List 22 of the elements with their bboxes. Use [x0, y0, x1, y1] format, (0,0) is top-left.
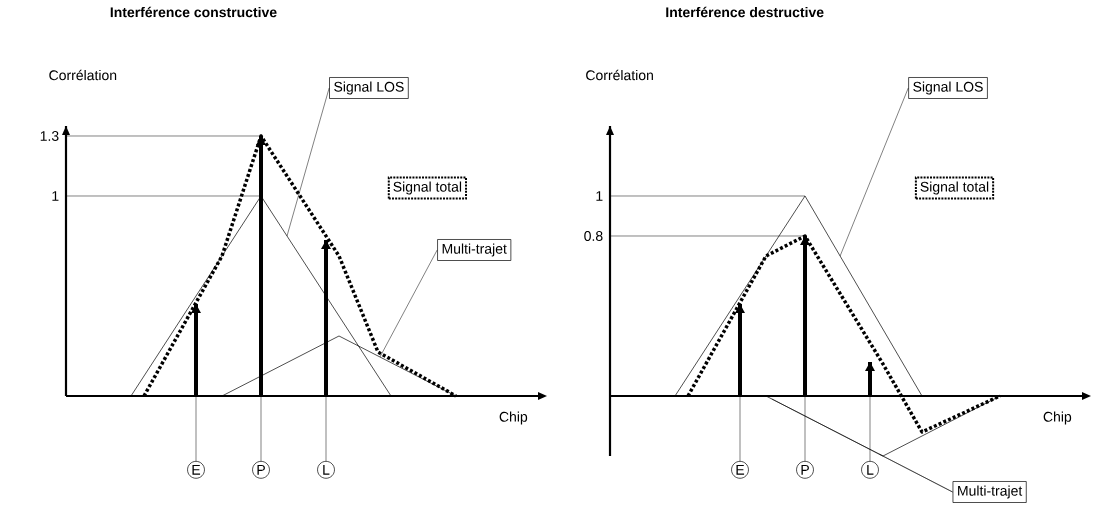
y-tick-label: 1.3 — [40, 131, 59, 141]
x-axis-title: Chip — [499, 411, 528, 425]
text: Multi-trajet — [958, 485, 1023, 499]
chart-title: Interférence constructive — [110, 6, 277, 18]
x-tick-label: L — [323, 465, 330, 475]
chart-title: Interférence destructive — [666, 6, 824, 18]
text: Signal total — [393, 181, 462, 195]
y-tick-label: 0.8 — [584, 231, 603, 241]
y-axis-title: Corrélation — [586, 69, 653, 81]
y-tick-label: 1 — [596, 191, 603, 201]
x-tick-label: E — [736, 465, 745, 475]
x-axis-title: Chip — [1043, 411, 1072, 425]
text: Multi-trajet — [442, 243, 507, 257]
y-axis-title: Corrélation — [49, 69, 117, 81]
y-tick-label: 1 — [52, 191, 59, 201]
x-tick-label: L — [867, 465, 874, 475]
text: Signal LOS — [334, 81, 404, 95]
text: Signal total — [920, 181, 989, 195]
x-tick-label: P — [257, 465, 265, 475]
x-tick-label: E — [192, 465, 201, 475]
text: Signal LOS — [913, 81, 983, 95]
x-tick-label: P — [801, 465, 809, 475]
